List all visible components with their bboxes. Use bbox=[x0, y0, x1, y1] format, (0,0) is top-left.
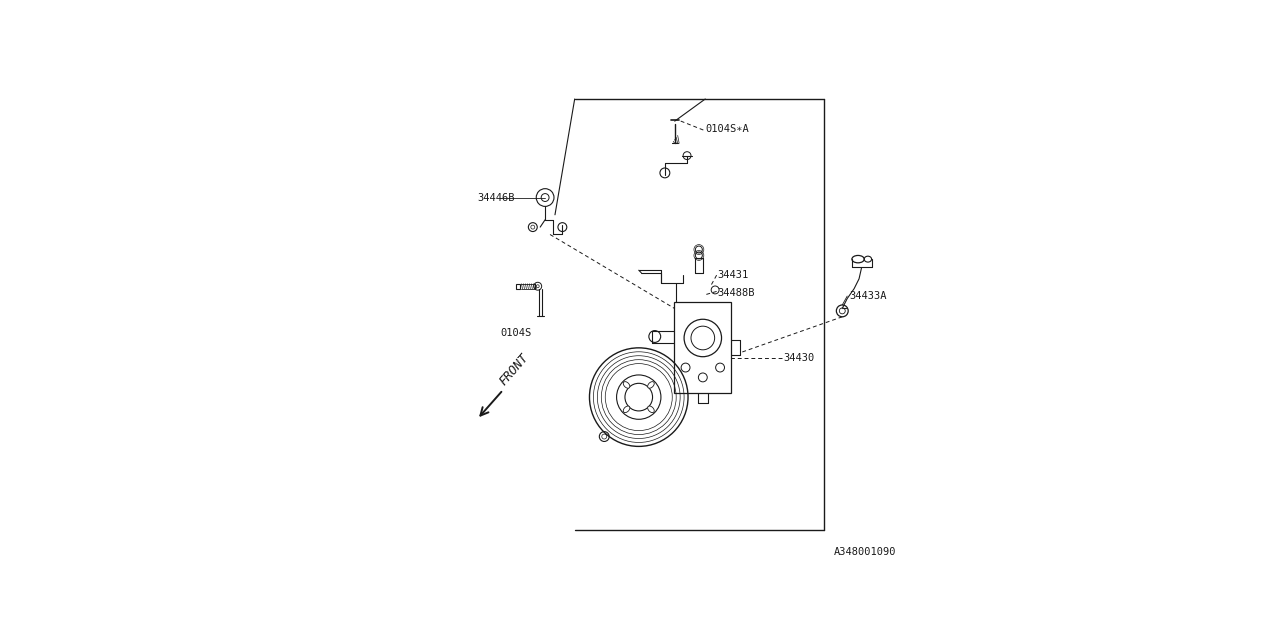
Text: A348001090: A348001090 bbox=[835, 547, 896, 557]
Text: 34488B: 34488B bbox=[718, 289, 755, 298]
Ellipse shape bbox=[623, 381, 630, 388]
Text: FRONT: FRONT bbox=[497, 351, 531, 388]
Bar bbox=[516, 284, 521, 289]
Text: 34430: 34430 bbox=[783, 353, 814, 363]
Text: 34433A: 34433A bbox=[849, 291, 887, 301]
Ellipse shape bbox=[623, 406, 630, 413]
Bar bbox=[675, 302, 731, 394]
Ellipse shape bbox=[648, 381, 654, 388]
Text: 0104S: 0104S bbox=[500, 328, 531, 338]
Text: 0104S∗A: 0104S∗A bbox=[705, 124, 749, 134]
Text: 34431: 34431 bbox=[718, 270, 749, 280]
Ellipse shape bbox=[648, 406, 654, 413]
Text: 34446B: 34446B bbox=[477, 193, 515, 202]
